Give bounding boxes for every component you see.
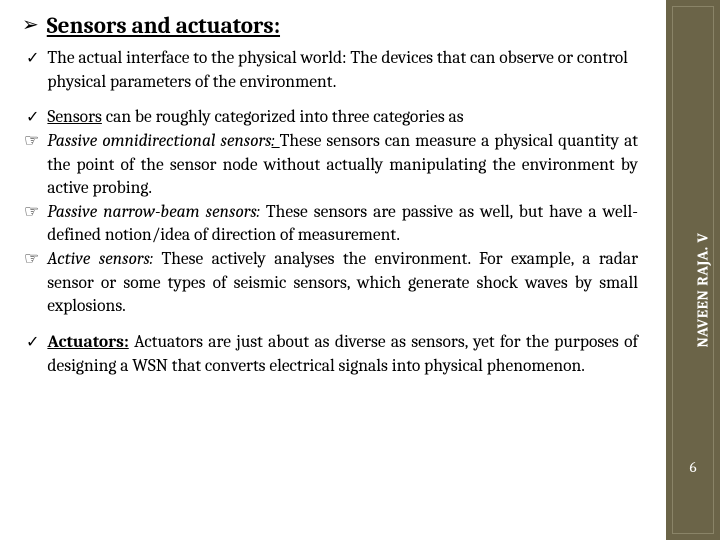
- cat3-label: Active sensors:: [47, 249, 153, 269]
- hand-icon: ☞: [24, 130, 39, 154]
- slide: ➢ Sensors and actuators: ✓ The actual in…: [0, 0, 720, 540]
- intro-text: The actual interface to the physical wor…: [47, 47, 638, 94]
- actuators-text: Actuators are just about as diverse as s…: [47, 332, 638, 376]
- arrow-icon: ➢: [22, 12, 39, 38]
- title-row: ➢ Sensors and actuators:: [22, 12, 638, 39]
- intro-block: ✓ The actual interface to the physical w…: [22, 47, 638, 94]
- slide-title: Sensors and actuators:: [47, 12, 280, 39]
- actuators-block: ✓ Actuators: Actuators are just about as…: [22, 331, 638, 378]
- cat1-label: Passive omnidirectional sensors:: [47, 131, 279, 151]
- content-area: ➢ Sensors and actuators: ✓ The actual in…: [0, 0, 666, 540]
- sensors-label: Sensors: [47, 107, 101, 127]
- page-number: 6: [666, 458, 720, 476]
- sensors-block: ✓ Sensors can be roughly categorized int…: [22, 106, 638, 319]
- actuators-label: Actuators:: [47, 332, 128, 352]
- check-icon: ✓: [26, 106, 39, 128]
- check-icon: ✓: [26, 331, 39, 353]
- category-1: Passive omnidirectional sensors: These s…: [47, 130, 638, 201]
- hand-icon: ☞: [24, 248, 39, 272]
- author-name: NAVEEN RAJA. V: [693, 232, 711, 347]
- check-icon: ✓: [26, 47, 39, 69]
- category-2: Passive narrow-beam sensors: These senso…: [47, 201, 638, 248]
- sidebar: NAVEEN RAJA. V 6: [666, 0, 720, 540]
- actuators-text-row: Actuators: Actuators are just about as d…: [47, 331, 638, 378]
- sensors-intro: Sensors can be roughly categorized into …: [47, 106, 463, 130]
- category-3: Active sensors: These actively analyses …: [47, 248, 638, 319]
- sensors-intro-rest: can be roughly categorized into three ca…: [102, 107, 464, 127]
- hand-icon: ☞: [24, 201, 39, 225]
- cat2-label: Passive narrow-beam sensors:: [47, 202, 260, 222]
